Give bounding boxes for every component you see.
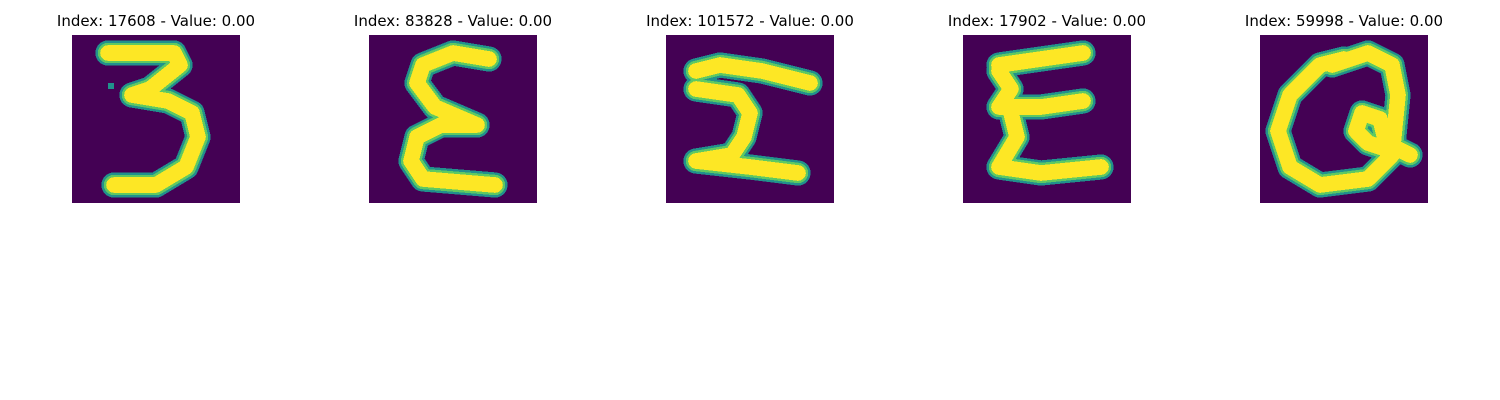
image-panel: Index: 17608 - Value: 0.00 [36, 0, 276, 210]
image-panel: Index: 83828 - Value: 0.00 [333, 0, 573, 210]
digit-3-glyph-icon [72, 35, 240, 203]
sigma-like-glyph-icon [963, 35, 1131, 203]
panel-title: Index: 101572 - Value: 0.00 [646, 12, 854, 30]
panel-title: Index: 17608 - Value: 0.00 [56, 12, 256, 30]
image-panel: Index: 17902 - Value: 0.00 [927, 0, 1167, 210]
sigma-like-glyph-icon [369, 35, 537, 203]
image-panel: Index: 59998 - Value: 0.00 [1224, 0, 1464, 210]
image-panel: Index: 101572 - Value: 0.00 [630, 0, 870, 210]
panel-title: Index: 59998 - Value: 0.00 [1244, 12, 1444, 30]
sigma-like-glyph-icon [666, 35, 834, 203]
panel-title: Index: 17902 - Value: 0.00 [947, 12, 1147, 30]
panel-title: Index: 83828 - Value: 0.00 [353, 12, 553, 30]
letter-a-glyph-icon [1260, 35, 1428, 203]
